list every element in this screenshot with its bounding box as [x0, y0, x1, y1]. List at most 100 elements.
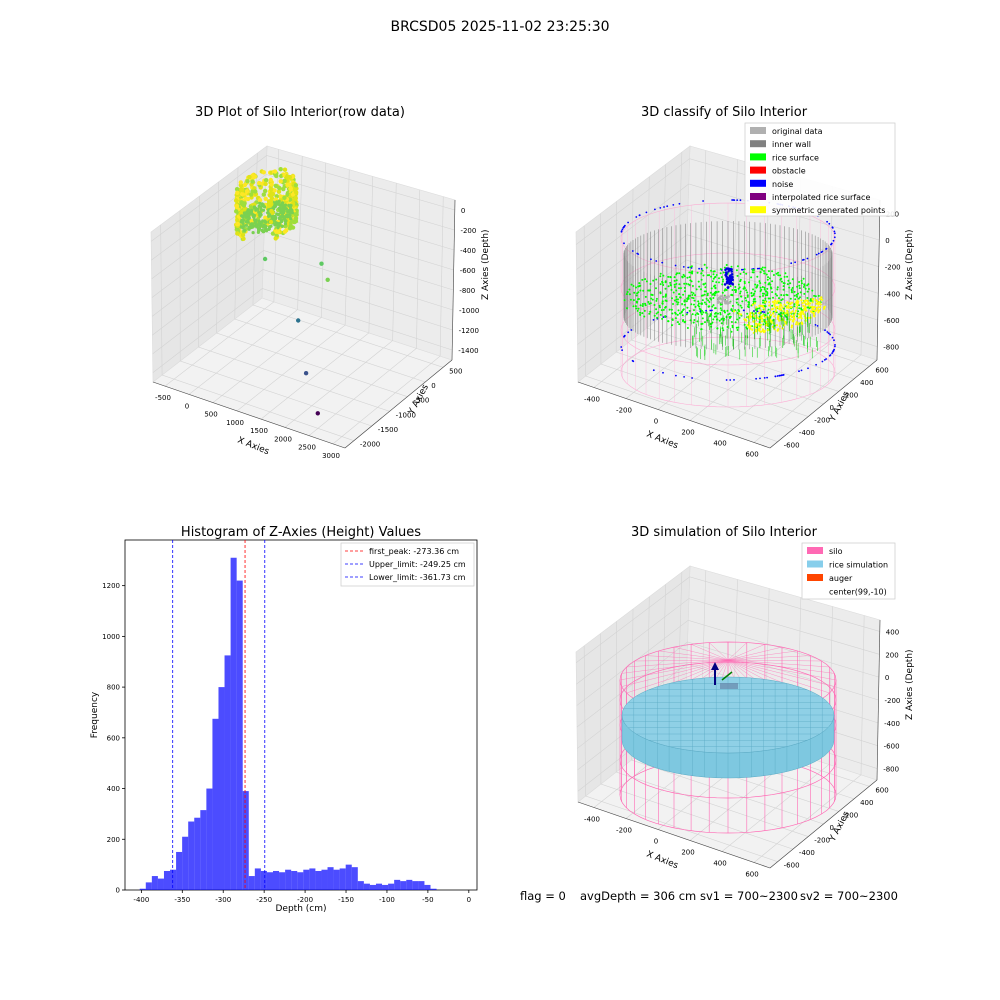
grid-line-y	[216, 181, 408, 397]
raw-cluster-point	[285, 182, 290, 188]
rice-surface-point	[655, 278, 658, 281]
symmetric-generated-point	[757, 322, 761, 326]
legend-label: interpolated rice surface	[772, 193, 870, 202]
symmetric-generated-point	[806, 303, 810, 306]
silo-roof-line	[727, 659, 830, 668]
rice-surface-point	[708, 315, 711, 318]
rice-surface-point	[735, 269, 738, 272]
rice-surface-point	[731, 324, 734, 327]
rice-surface-point	[707, 299, 710, 302]
rice-surface-point	[641, 278, 644, 281]
raw-cluster-point	[272, 188, 277, 193]
raw-cluster-point	[269, 208, 274, 214]
rice-surface-point	[761, 292, 764, 295]
symmetric-generated-point	[773, 302, 776, 305]
rice-surface-point	[674, 312, 677, 315]
y-tick-label: -600	[784, 862, 800, 870]
rice-surface-point	[754, 312, 757, 315]
rice-surface-point	[693, 319, 696, 321]
rice-surface-point	[701, 303, 703, 305]
rice-surface-point	[739, 304, 742, 307]
noise-point	[794, 261, 796, 264]
raw-cluster-point	[269, 196, 275, 201]
symmetric-generated-point	[778, 305, 781, 308]
rice-surface-point	[762, 294, 764, 297]
histogram-bar	[212, 718, 219, 890]
raw-cluster-point	[270, 231, 276, 236]
histogram-bar	[218, 687, 225, 890]
x-tick-label: -350	[174, 896, 190, 904]
grid-line-y	[615, 201, 809, 417]
rice-surface-point	[721, 291, 724, 294]
rice-surface-point	[638, 282, 641, 285]
noise-point	[758, 267, 761, 270]
silo-roof-line	[621, 659, 729, 687]
rice-surface-point	[629, 298, 632, 301]
histogram-bar	[309, 868, 316, 890]
rice-surface-point	[709, 313, 712, 316]
noise-point	[833, 339, 835, 342]
symmetric-generated-point	[739, 313, 743, 316]
rice-surface-point	[775, 272, 778, 275]
rice-surface-point	[691, 294, 694, 296]
raw-outlier-point	[325, 277, 330, 282]
rice-surface-point	[771, 291, 774, 294]
rice-surface-point	[759, 286, 762, 289]
noise-point	[652, 369, 655, 372]
rice-surface-point	[693, 303, 695, 306]
symmetric-generated-point	[755, 330, 758, 333]
raw-cluster-point	[268, 187, 274, 192]
rice-surface-point	[683, 275, 686, 278]
rice-surface-point	[750, 295, 753, 297]
symmetric-generated-point	[792, 319, 795, 322]
rice-surface-point	[754, 308, 757, 311]
classify-panel: 3D classify of Silo Interior -400-200020…	[575, 105, 915, 459]
symmetric-generated-point	[778, 325, 782, 328]
rice-surface-point	[759, 295, 761, 298]
symmetric-generated-point	[769, 318, 772, 321]
y-tick-label: 200	[845, 811, 858, 819]
rice-surface-point	[708, 301, 711, 303]
rice-surface-point	[715, 315, 717, 318]
simulation-z-axis-label: Z Axies (Depth)	[905, 649, 915, 720]
raw-cluster-point	[268, 219, 274, 225]
status-sv1: sv1 = 700~2300	[700, 889, 798, 903]
symmetric-generated-point	[749, 312, 752, 315]
symmetric-generated-point	[795, 302, 799, 305]
raw-cluster-point	[257, 198, 263, 203]
noise-point	[638, 214, 641, 217]
raw-cluster-point	[244, 223, 248, 227]
rice-surface-point	[745, 299, 748, 302]
histogram-bar	[424, 884, 431, 890]
grid-line-z	[151, 174, 455, 261]
status-sv2: sv2 = 700~2300	[800, 889, 898, 903]
rice-surface-point	[723, 266, 726, 269]
rice-surface-point	[711, 280, 714, 283]
rice-surface-point	[710, 298, 713, 301]
rice-surface-point	[779, 312, 782, 314]
histogram-bar	[382, 884, 389, 890]
raw-cluster-point	[273, 236, 278, 241]
noise-point	[729, 274, 732, 277]
noise-point	[711, 309, 713, 312]
symmetric-generated-point	[807, 301, 810, 304]
rice-surface-point	[686, 297, 689, 300]
rice-surface-point	[738, 286, 741, 289]
raw-cluster-point	[241, 236, 246, 241]
rice-surface-point	[635, 307, 638, 310]
rice-surface-point	[703, 263, 706, 266]
symmetric-generated-point	[758, 329, 761, 332]
rice-surface-point	[660, 309, 663, 312]
rice-surface-point	[730, 308, 733, 311]
rice-surface-point	[623, 299, 626, 302]
raw-cluster-point	[260, 220, 264, 224]
rice-surface-point	[796, 295, 798, 298]
grid-line-z	[576, 234, 879, 320]
x-tick-label: 2500	[298, 444, 316, 452]
rice-surface-point	[686, 306, 689, 309]
rice-surface-point	[741, 300, 744, 303]
rice-surface-point	[718, 281, 720, 284]
rice-surface-point	[688, 284, 691, 286]
x-tick-label: -200	[616, 827, 632, 835]
symmetric-generated-point	[762, 307, 766, 310]
